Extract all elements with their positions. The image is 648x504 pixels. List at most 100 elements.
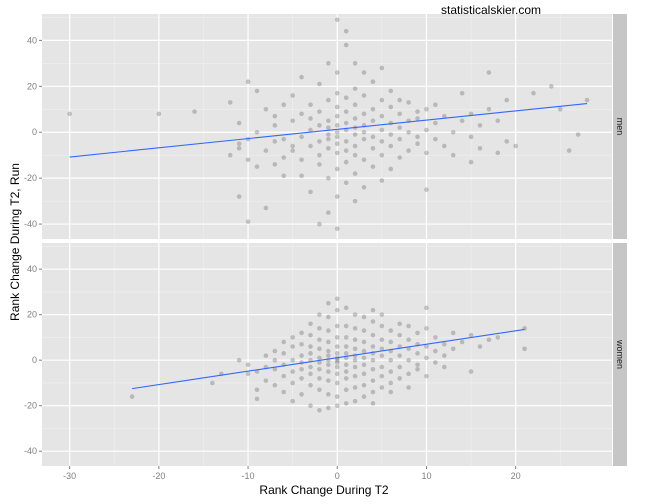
- data-point: [361, 355, 367, 361]
- data-point: [406, 323, 411, 329]
- data-point: [433, 335, 438, 340]
- data-point: [361, 157, 367, 163]
- data-point: [129, 394, 135, 399]
- y-tick-label: -40: [24, 446, 37, 456]
- data-point: [317, 109, 322, 114]
- data-point: [299, 341, 304, 347]
- data-point: [281, 155, 287, 160]
- y-tick-label: 20: [27, 310, 37, 320]
- data-point: [477, 146, 483, 151]
- data-point: [272, 348, 278, 354]
- data-point: [406, 129, 411, 135]
- data-point: [263, 148, 269, 153]
- data-point: [406, 148, 411, 153]
- data-point: [343, 376, 349, 381]
- data-point: [513, 143, 518, 149]
- data-point: [343, 351, 349, 356]
- data-point: [415, 141, 420, 147]
- y-tick-label: 40: [27, 35, 37, 45]
- data-point: [361, 111, 367, 117]
- data-point: [343, 42, 349, 48]
- data-point: [308, 364, 313, 370]
- data-point: [317, 360, 322, 365]
- data-point: [299, 376, 304, 381]
- data-point: [290, 335, 295, 340]
- data-point: [549, 84, 554, 89]
- data-point: [326, 339, 331, 345]
- data-point: [343, 139, 349, 144]
- data-point: [442, 341, 447, 347]
- data-point: [379, 323, 385, 329]
- data-point: [468, 369, 474, 374]
- data-point: [397, 155, 402, 160]
- data-point: [370, 146, 376, 151]
- data-point: [308, 127, 313, 133]
- data-point: [379, 113, 385, 119]
- data-point: [326, 125, 331, 130]
- data-point: [326, 301, 331, 306]
- data-point: [326, 136, 331, 142]
- data-point: [334, 90, 340, 96]
- facet-strip-label: women: [615, 339, 625, 369]
- data-point: [308, 371, 313, 377]
- data-point: [415, 134, 420, 140]
- data-point: [486, 70, 492, 75]
- data-point: [397, 376, 402, 381]
- data-point: [272, 113, 278, 119]
- data-point: [433, 348, 438, 354]
- x-tick-label: 20: [511, 471, 521, 481]
- data-point: [290, 344, 295, 349]
- data-point: [334, 403, 340, 408]
- data-point: [326, 328, 331, 333]
- data-point: [388, 143, 394, 149]
- data-point: [504, 139, 510, 144]
- data-point: [254, 396, 260, 402]
- data-point: [317, 376, 322, 381]
- x-tick-label: 0: [335, 471, 340, 481]
- data-point: [299, 173, 304, 179]
- data-point: [424, 326, 429, 331]
- data-point: [352, 152, 358, 158]
- data-point: [379, 353, 385, 358]
- data-point: [290, 148, 295, 153]
- data-point: [308, 403, 313, 408]
- data-point: [379, 373, 385, 379]
- data-point: [334, 357, 340, 363]
- data-point: [308, 143, 313, 149]
- data-point: [192, 109, 197, 114]
- data-point: [433, 360, 438, 365]
- data-point: [317, 346, 322, 352]
- data-point: [370, 118, 376, 124]
- data-point: [361, 136, 367, 142]
- data-point: [299, 134, 304, 140]
- data-point: [352, 61, 358, 66]
- data-point: [334, 141, 340, 147]
- data-point: [317, 366, 322, 372]
- data-point: [450, 152, 456, 158]
- data-point: [343, 148, 349, 153]
- x-tick-label: 10: [421, 471, 431, 481]
- data-point: [415, 116, 420, 121]
- data-point: [308, 189, 313, 195]
- data-point: [326, 175, 331, 181]
- data-point: [334, 150, 340, 156]
- data-point: [379, 364, 385, 370]
- data-point: [388, 104, 394, 110]
- data-point: [424, 355, 429, 361]
- data-point: [326, 378, 331, 383]
- data-point: [299, 330, 304, 336]
- data-point: [317, 326, 322, 331]
- data-point: [397, 136, 402, 142]
- facet-strip: [613, 14, 627, 239]
- data-point: [433, 102, 438, 107]
- data-point: [334, 351, 340, 356]
- data-point: [334, 194, 340, 199]
- data-point: [397, 125, 402, 130]
- data-point: [326, 97, 331, 103]
- data-point: [272, 366, 278, 372]
- data-point: [281, 173, 287, 179]
- data-point: [326, 118, 331, 124]
- data-point: [245, 79, 251, 85]
- data-point: [263, 106, 269, 112]
